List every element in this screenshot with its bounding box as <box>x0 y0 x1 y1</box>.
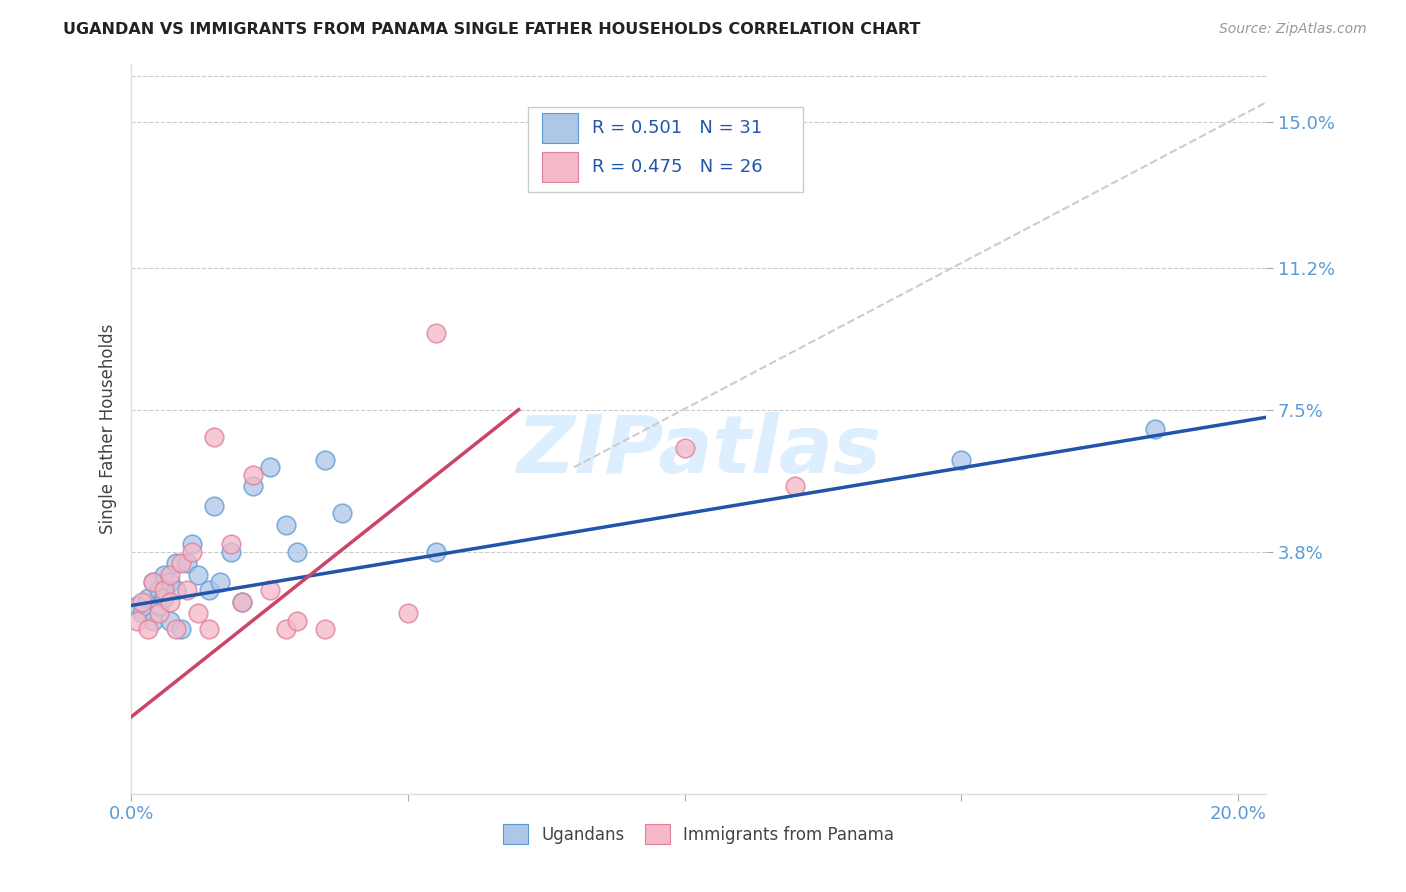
Point <box>276 622 298 636</box>
Point <box>159 567 181 582</box>
Point <box>314 622 336 636</box>
Point <box>242 467 264 482</box>
Point <box>181 537 204 551</box>
Point <box>170 556 193 570</box>
Point <box>176 583 198 598</box>
Point <box>231 595 253 609</box>
Point <box>202 429 225 443</box>
Text: Source: ZipAtlas.com: Source: ZipAtlas.com <box>1219 22 1367 37</box>
Point <box>159 575 181 590</box>
Point <box>136 591 159 605</box>
Point <box>330 507 353 521</box>
Point <box>231 595 253 609</box>
Point <box>425 326 447 340</box>
Point <box>159 595 181 609</box>
Point <box>285 614 308 628</box>
Point <box>142 575 165 590</box>
Point <box>259 583 281 598</box>
Point <box>153 567 176 582</box>
Y-axis label: Single Father Households: Single Father Households <box>100 324 117 534</box>
Point <box>148 599 170 613</box>
Point <box>219 537 242 551</box>
Point <box>202 499 225 513</box>
Point <box>165 622 187 636</box>
Point <box>785 479 807 493</box>
Text: R = 0.475   N = 26: R = 0.475 N = 26 <box>592 158 762 176</box>
Point <box>950 452 973 467</box>
Text: R = 0.501   N = 31: R = 0.501 N = 31 <box>592 119 762 136</box>
Point <box>219 545 242 559</box>
Point <box>1144 422 1167 436</box>
Point <box>285 545 308 559</box>
Point <box>136 622 159 636</box>
Point <box>181 545 204 559</box>
Point <box>187 567 209 582</box>
Point <box>165 556 187 570</box>
Legend: Ugandans, Immigrants from Panama: Ugandans, Immigrants from Panama <box>496 817 901 851</box>
Point <box>125 614 148 628</box>
Point <box>142 575 165 590</box>
Point <box>153 583 176 598</box>
Text: ZIPatlas: ZIPatlas <box>516 412 882 490</box>
Point <box>159 614 181 628</box>
Point <box>276 517 298 532</box>
Point <box>425 545 447 559</box>
Point <box>314 452 336 467</box>
Point <box>165 583 187 598</box>
Point <box>153 591 176 605</box>
Point <box>131 595 153 609</box>
Point <box>259 460 281 475</box>
Point <box>176 556 198 570</box>
Point <box>131 606 153 620</box>
Point <box>208 575 231 590</box>
Text: UGANDAN VS IMMIGRANTS FROM PANAMA SINGLE FATHER HOUSEHOLDS CORRELATION CHART: UGANDAN VS IMMIGRANTS FROM PANAMA SINGLE… <box>63 22 921 37</box>
Point <box>197 622 219 636</box>
Point <box>148 606 170 620</box>
Point <box>197 583 219 598</box>
Point <box>242 479 264 493</box>
Point <box>170 622 193 636</box>
Point <box>396 606 419 620</box>
Point <box>125 599 148 613</box>
Point <box>148 583 170 598</box>
Point <box>673 441 696 455</box>
Point <box>187 606 209 620</box>
Point <box>142 614 165 628</box>
